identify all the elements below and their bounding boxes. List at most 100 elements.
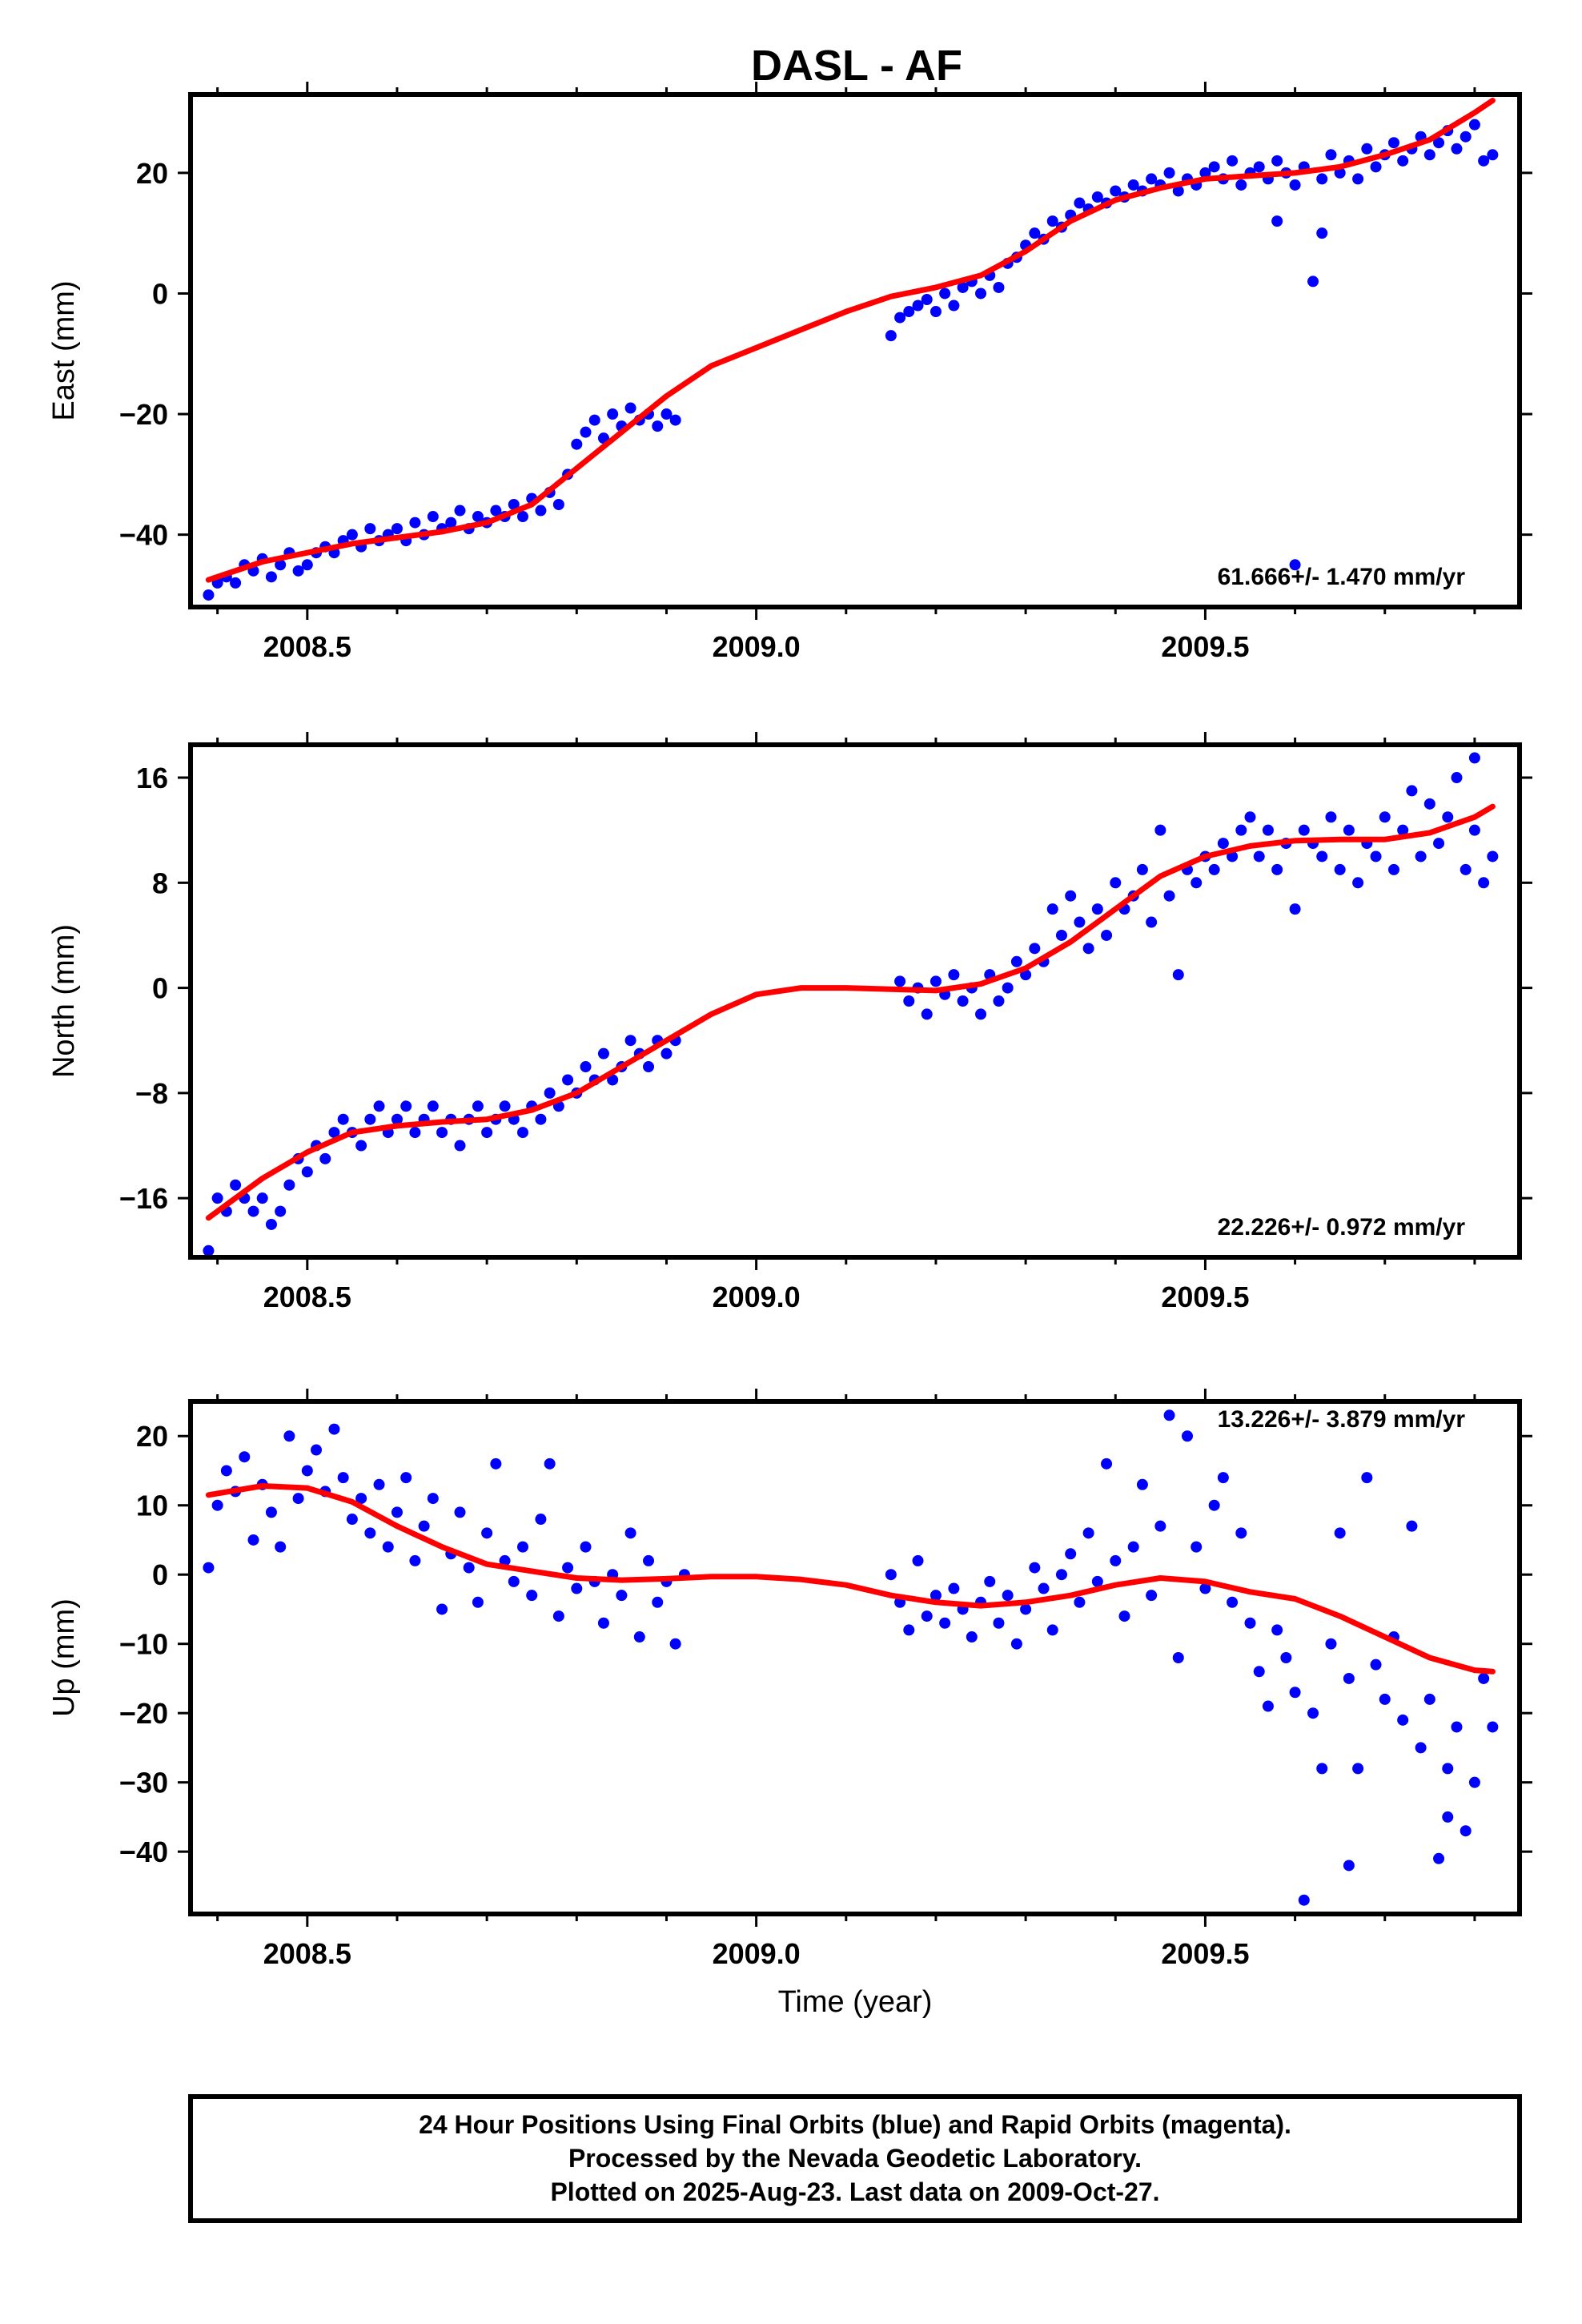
panel-1: 2008.5 2009.0 2009.5 20 0 −20 −40 East (mm) 61.6… bbox=[47, 82, 1532, 663]
data-point bbox=[1423, 1693, 1435, 1705]
data-point bbox=[427, 1493, 439, 1505]
data-point bbox=[1055, 1569, 1067, 1581]
plot-frame bbox=[188, 92, 1522, 609]
data-point bbox=[1227, 155, 1239, 167]
data-point bbox=[472, 1100, 484, 1112]
data-point bbox=[1244, 811, 1256, 823]
data-point bbox=[1387, 863, 1399, 875]
data-point bbox=[552, 499, 564, 510]
data-point bbox=[1478, 877, 1490, 889]
data-point bbox=[1101, 1458, 1113, 1470]
data-point bbox=[1110, 877, 1122, 889]
data-point bbox=[643, 1061, 655, 1073]
data-point bbox=[1208, 863, 1220, 875]
data-point bbox=[1065, 1548, 1077, 1560]
data-point bbox=[256, 1192, 268, 1204]
data-point bbox=[1487, 149, 1499, 161]
data-point bbox=[1110, 1554, 1122, 1566]
data-point bbox=[265, 1506, 277, 1518]
data-point bbox=[1316, 1763, 1328, 1775]
data-point bbox=[1325, 811, 1337, 823]
data-point bbox=[1182, 1430, 1193, 1442]
data-point bbox=[1316, 850, 1328, 862]
data-point bbox=[930, 975, 942, 987]
data-point bbox=[975, 1008, 987, 1020]
data-point bbox=[247, 1205, 259, 1217]
y-tick-label: −8 bbox=[135, 1077, 168, 1110]
data-point bbox=[418, 1520, 430, 1532]
data-point bbox=[1370, 850, 1382, 862]
data-point bbox=[1478, 155, 1490, 167]
plot-area bbox=[203, 752, 1499, 1256]
data-point bbox=[409, 1554, 421, 1566]
data-point bbox=[966, 1631, 978, 1643]
data-point bbox=[1002, 982, 1014, 994]
x-tick-label: 2008.5 bbox=[263, 630, 351, 663]
data-point bbox=[364, 1113, 376, 1125]
data-point bbox=[1029, 943, 1041, 955]
panel-2: 2008.5 2009.0 2009.5 16 8 0 −8 −16 North (mm) 22.… bbox=[47, 732, 1532, 1313]
data-point bbox=[1253, 161, 1265, 173]
data-point bbox=[948, 300, 960, 312]
y-tick-label: 20 bbox=[136, 1420, 168, 1453]
y-tick-label: −40 bbox=[119, 1835, 168, 1868]
data-point bbox=[1442, 1811, 1454, 1823]
fit-line bbox=[205, 98, 1496, 583]
data-point bbox=[1442, 1763, 1454, 1775]
data-point bbox=[275, 1541, 287, 1553]
data-point bbox=[463, 1562, 475, 1574]
data-point bbox=[265, 571, 277, 583]
data-point bbox=[1298, 824, 1310, 836]
data-point bbox=[311, 1444, 323, 1456]
data-point bbox=[975, 287, 987, 300]
data-point bbox=[552, 1610, 564, 1622]
data-point bbox=[1227, 1596, 1239, 1608]
data-point bbox=[391, 523, 403, 535]
y-tick-label: 20 bbox=[136, 157, 168, 190]
data-point bbox=[1334, 863, 1346, 875]
data-point bbox=[894, 975, 906, 987]
data-point bbox=[1460, 131, 1472, 143]
data-point bbox=[912, 1554, 924, 1566]
data-point bbox=[355, 1493, 367, 1505]
data-point bbox=[1423, 798, 1435, 810]
data-point bbox=[1280, 1652, 1292, 1663]
data-point bbox=[1110, 185, 1122, 197]
data-point bbox=[1172, 1652, 1184, 1663]
data-point bbox=[508, 499, 520, 510]
data-point bbox=[445, 517, 457, 529]
data-point bbox=[1127, 179, 1139, 191]
data-point bbox=[903, 306, 915, 318]
data-point bbox=[490, 505, 502, 517]
data-point bbox=[1217, 1472, 1229, 1484]
data-point bbox=[597, 1047, 609, 1059]
data-point bbox=[912, 300, 924, 312]
data-point bbox=[1253, 850, 1265, 862]
data-point bbox=[346, 1514, 358, 1526]
data-point bbox=[203, 589, 215, 601]
fit-line bbox=[205, 1483, 1496, 1675]
data-point bbox=[661, 1047, 673, 1059]
data-point bbox=[1298, 1894, 1310, 1906]
data-point bbox=[346, 529, 358, 541]
x-tick-label: 2009.5 bbox=[1161, 630, 1249, 663]
plot-frame bbox=[188, 742, 1522, 1260]
y-axis-label: East (mm) bbox=[47, 280, 81, 420]
data-point bbox=[1406, 1520, 1418, 1532]
data-point bbox=[1379, 811, 1391, 823]
y-tick-label: 8 bbox=[152, 866, 168, 899]
data-point bbox=[1010, 1638, 1022, 1650]
data-point bbox=[1046, 903, 1058, 915]
data-point bbox=[526, 1590, 538, 1602]
data-point bbox=[1370, 161, 1382, 173]
data-point bbox=[481, 1127, 493, 1139]
data-point bbox=[283, 1179, 295, 1191]
data-point bbox=[1235, 1527, 1247, 1539]
data-point bbox=[624, 1527, 636, 1539]
data-point bbox=[1038, 1582, 1050, 1594]
plot-area bbox=[203, 1409, 1499, 1906]
data-point bbox=[984, 1575, 996, 1587]
data-point bbox=[562, 1074, 574, 1086]
data-point bbox=[921, 1008, 933, 1020]
